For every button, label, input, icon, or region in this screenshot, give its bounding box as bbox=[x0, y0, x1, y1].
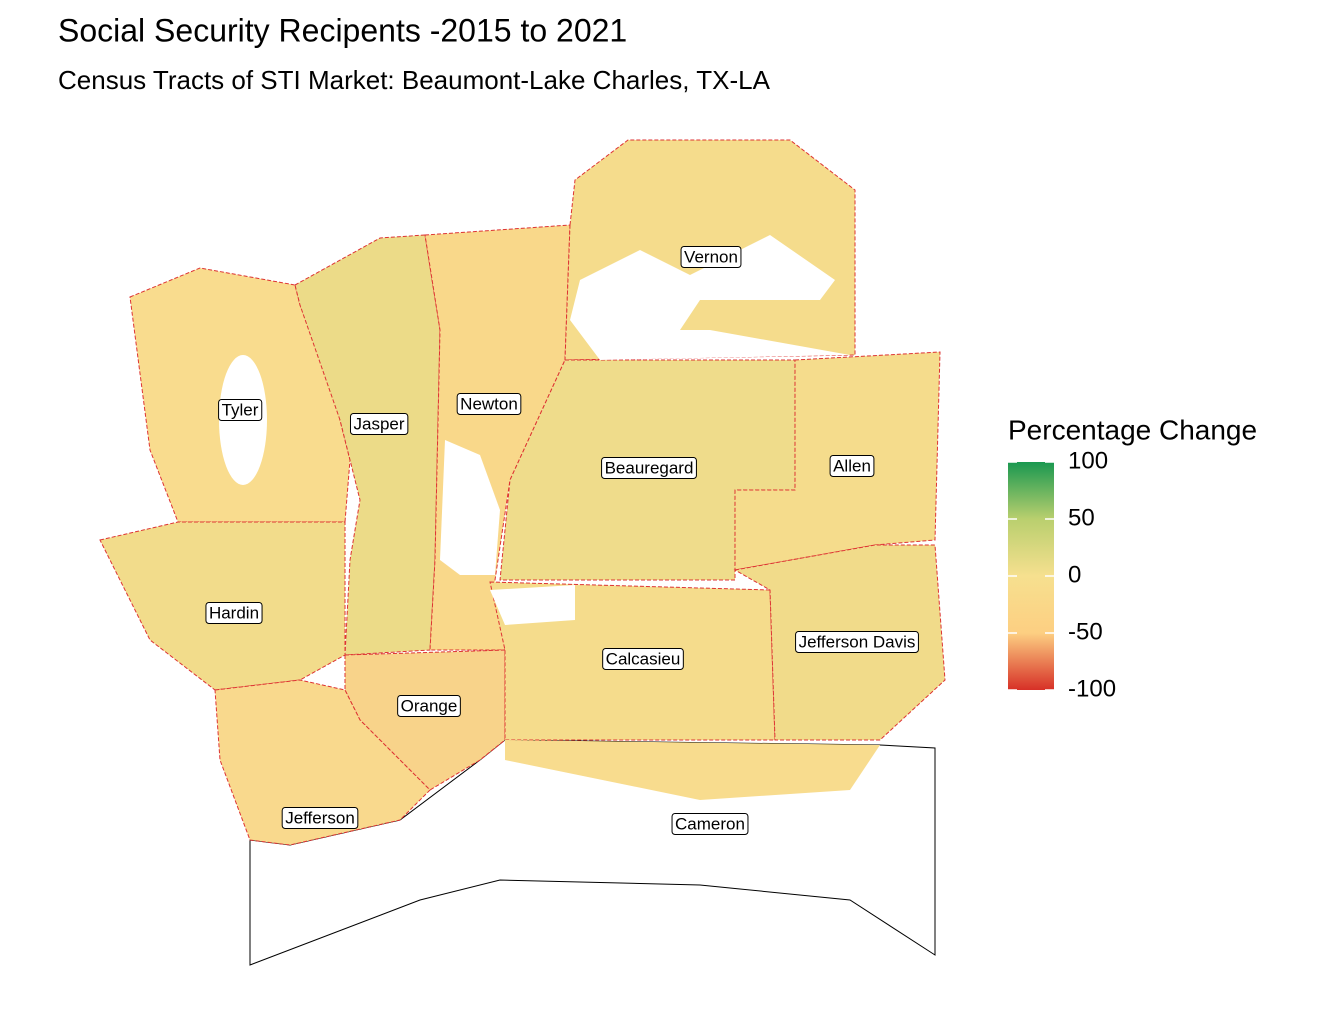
county-label: Hardin bbox=[209, 603, 259, 622]
jasper bbox=[294, 234, 441, 656]
jefferson bbox=[214, 679, 431, 846]
county-label: Beauregard bbox=[605, 458, 694, 477]
label-box bbox=[218, 398, 263, 421]
legend-tick-label: -100 bbox=[1068, 675, 1116, 702]
legend-tick-label: 0 bbox=[1068, 561, 1081, 588]
label-box bbox=[349, 412, 409, 435]
legend-tick-label: 100 bbox=[1068, 447, 1108, 474]
label-box bbox=[602, 647, 684, 670]
county-label: Vernon bbox=[684, 247, 738, 266]
label-box bbox=[205, 601, 263, 624]
label-box bbox=[829, 454, 875, 477]
county-label: Cameron bbox=[675, 814, 745, 833]
county-label: Jasper bbox=[353, 414, 404, 433]
county-label: Jefferson bbox=[285, 808, 355, 827]
legend-tick-label: -50 bbox=[1068, 618, 1103, 645]
county-label: Orange bbox=[401, 696, 458, 715]
label-box bbox=[456, 392, 522, 415]
title: Social Security Recipents -2015 to 2021 bbox=[58, 12, 627, 48]
legend-ticks: 100 50 0 -50 -100 bbox=[1008, 447, 1116, 702]
label-box bbox=[795, 630, 919, 653]
legend-title: Percentage Change bbox=[1008, 414, 1257, 445]
county-label: Calcasieu bbox=[606, 649, 681, 668]
county-labels: Vernon Tyler Jasper Newton Beauregard Allen Ha… bbox=[205, 245, 919, 835]
hole bbox=[440, 440, 500, 575]
label-box bbox=[397, 694, 461, 717]
subtitle: Census Tracts of STI Market: Beaumont-La… bbox=[58, 65, 771, 95]
hole bbox=[570, 235, 850, 360]
label-box bbox=[680, 245, 742, 268]
county-label: Tyler bbox=[222, 400, 259, 419]
label-box bbox=[281, 806, 359, 829]
county-label: Allen bbox=[833, 456, 871, 475]
counties bbox=[99, 139, 946, 966]
south-cameron bbox=[505, 740, 880, 800]
county-label: Newton bbox=[460, 394, 518, 413]
label-box bbox=[601, 456, 697, 479]
hole bbox=[490, 585, 575, 625]
legend-tick-label: 50 bbox=[1068, 504, 1095, 531]
label-box bbox=[671, 812, 749, 835]
county-label: Jefferson Davis bbox=[799, 632, 916, 651]
